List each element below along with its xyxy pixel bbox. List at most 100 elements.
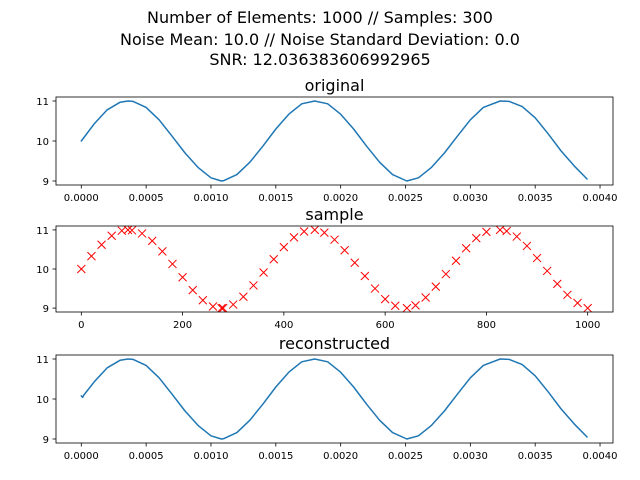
sample-marker: [137, 229, 147, 238]
sample-xtick-label: 200: [173, 320, 192, 331]
reconstructed-ytick-label: 10: [36, 395, 49, 406]
original-xtick-label: 0.0035: [518, 193, 553, 204]
sample-marker: [512, 232, 522, 241]
reconstructed-data: [80, 358, 588, 440]
reconstructed-series-line: [80, 358, 588, 440]
sample-marker: [522, 241, 532, 251]
sample-marker: [147, 236, 157, 246]
sample-marker: [217, 303, 226, 312]
sample-xtick-label: 1000: [575, 320, 600, 331]
original-xtick-label: 0.0030: [453, 193, 488, 204]
subplot-original: original 0.0000 0.0005 0.0010 0.0015 0.0020 0.…: [36, 76, 617, 204]
sample-marker: [330, 235, 339, 245]
sample-marker: [127, 226, 137, 235]
sample-marker: [188, 285, 198, 295]
reconstructed-xtick-label: 0.0040: [583, 451, 618, 462]
original-ytick-label: 9: [43, 177, 49, 188]
original-xtick-label: 0.0015: [258, 193, 293, 204]
sample-marker: [542, 266, 552, 276]
reconstructed-xtick-label: 0.0035: [518, 451, 553, 462]
reconstructed-xtick-label: 0.0025: [388, 451, 423, 462]
sample-marker: [482, 227, 491, 237]
sample-marker: [411, 301, 420, 310]
subplot-reconstructed: reconstructed 0.0000 0.0005 0.0010 0.0015 0.0…: [36, 334, 617, 462]
sample-marker: [299, 227, 309, 236]
original-xtick-label: 0.0040: [583, 193, 618, 204]
reconstructed-ytick-label: 9: [43, 435, 49, 446]
sample-marker: [402, 303, 412, 312]
sample-marker: [249, 281, 258, 290]
sample-marker: [320, 228, 329, 237]
original-xtick-label: 0.0025: [388, 193, 423, 204]
sample-marker: [87, 251, 96, 261]
sample-marker: [340, 245, 349, 255]
sample-ytick-label: 11: [36, 226, 49, 237]
sample-marker: [259, 268, 268, 277]
sample-marker: [178, 272, 187, 282]
sample-marker: [157, 247, 167, 256]
sample-marker: [502, 226, 512, 236]
sample-axes-frame: [55, 225, 614, 313]
original-xtick-label: 0.0010: [193, 193, 228, 204]
reconstructed-xtick-label: 0.0015: [258, 451, 293, 462]
sample-marker: [123, 226, 133, 235]
sample-data: [76, 226, 593, 312]
sample-marker: [563, 290, 572, 300]
sample-marker: [310, 226, 320, 235]
reconstructed-xtick-label: 0.0020: [323, 451, 358, 462]
sample-marker: [289, 232, 299, 242]
sample-title: sample: [305, 205, 363, 224]
original-xtick-label: 0.0020: [323, 193, 358, 204]
subplot-sample: sample 0 200 400 600 800 1000 9 10 11: [36, 205, 614, 331]
reconstructed-xtick-label: 0.0000: [64, 451, 99, 462]
sample-marker: [451, 256, 461, 266]
figure-title-line-1: Number of Elements: 1000 // Samples: 300: [147, 8, 493, 27]
sample-marker: [370, 284, 380, 293]
reconstructed-xtick-label: 0.0005: [129, 451, 164, 462]
figure-title-line-2: Noise Mean: 10.0 // Noise Standard Devia…: [120, 30, 520, 49]
original-ytick-label: 11: [36, 97, 49, 108]
sample-marker: [431, 282, 441, 291]
original-xtick-label: 0.0000: [64, 193, 99, 204]
reconstructed-title: reconstructed: [279, 334, 390, 353]
sample-marker: [583, 303, 593, 312]
figure-title-line-3: SNR: 12.036383606992965: [209, 50, 431, 69]
sample-xtick-label: 0: [78, 320, 84, 331]
sample-marker: [421, 293, 430, 302]
original-series-line: [80, 100, 588, 182]
original-xtick-label: 0.0005: [129, 193, 164, 204]
sample-marker: [97, 240, 106, 250]
sample-xtick-label: 800: [477, 320, 496, 331]
sample-marker: [360, 271, 370, 281]
sample-marker: [441, 269, 451, 279]
sample-marker: [76, 264, 86, 274]
sample-marker: [532, 253, 542, 263]
sample-marker: [573, 298, 582, 308]
sample-marker: [168, 259, 177, 269]
sample-xtick-label: 400: [274, 320, 293, 331]
sample-marker: [552, 279, 562, 289]
sample-xtick-label: 600: [376, 320, 395, 331]
reconstructed-xtick-label: 0.0030: [453, 451, 488, 462]
sample-marker: [269, 254, 279, 264]
original-ytick-label: 10: [36, 137, 49, 148]
sample-marker: [390, 301, 400, 311]
sample-marker: [471, 233, 481, 243]
sample-ytick-label: 10: [36, 265, 49, 276]
sample-ytick-label: 9: [43, 304, 49, 315]
reconstructed-ytick-label: 11: [36, 355, 49, 366]
sample-marker: [198, 295, 208, 305]
original-data: [80, 100, 588, 182]
sample-marker: [350, 258, 360, 268]
sample-marker: [218, 303, 228, 312]
sample-marker: [461, 243, 471, 253]
sample-marker: [228, 300, 238, 309]
reconstructed-xtick-label: 0.0010: [193, 451, 228, 462]
sample-marker: [208, 302, 218, 311]
sample-marker: [380, 294, 390, 304]
sample-marker: [107, 231, 117, 241]
sample-marker: [279, 242, 289, 252]
original-title: original: [305, 76, 365, 95]
sample-marker: [239, 292, 248, 302]
